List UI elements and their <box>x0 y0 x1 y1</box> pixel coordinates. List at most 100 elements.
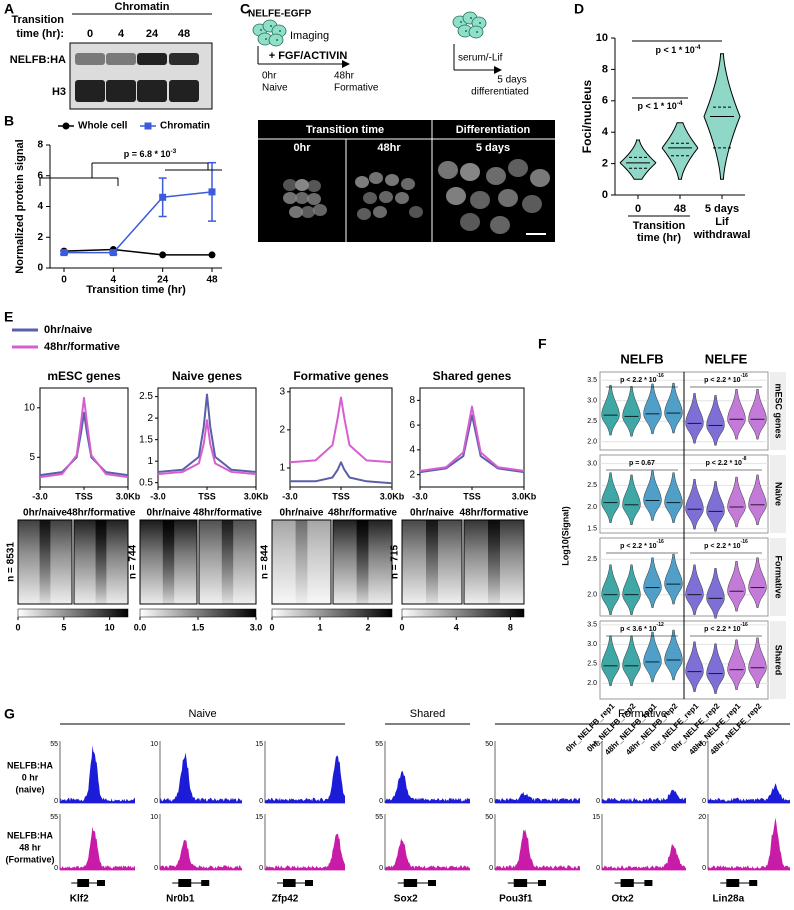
y-tick-label: 3.0 <box>587 461 597 468</box>
profile-line <box>289 396 393 464</box>
p-value-base: p < 3.6 * 10 <box>620 626 656 633</box>
track-scale-max: 15 <box>255 741 263 748</box>
colorbar <box>139 608 257 618</box>
heatmap-center <box>356 520 369 604</box>
y-tick-label: 4 <box>37 201 43 212</box>
x-tick-label: 48 <box>674 203 686 215</box>
strip <box>770 372 786 450</box>
blot-band <box>137 80 167 102</box>
colorbar-tick-label: 1.5 <box>192 622 205 632</box>
track-scale-max: 15 <box>592 814 600 821</box>
lane-label: 0 <box>87 28 93 40</box>
exon <box>428 880 436 886</box>
p-value-exponent: -16 <box>741 373 748 379</box>
heatmap-center <box>39 520 51 604</box>
row-label: mESC genes <box>774 383 784 438</box>
track-scale-max: 20 <box>698 814 706 821</box>
y-tick-label: 8 <box>37 140 43 151</box>
p-value-base: p = 0.67 <box>629 460 655 467</box>
nucleus <box>355 176 369 188</box>
column-header: 5 days <box>476 142 510 154</box>
y-axis-label: Normalized protein signal <box>14 139 26 273</box>
plot-title: Formative genes <box>293 369 389 383</box>
lane-label: 4 <box>118 28 125 40</box>
blot-band <box>169 53 199 65</box>
point <box>159 251 167 259</box>
violin <box>622 386 641 437</box>
gene-name: Lin28a <box>712 894 744 905</box>
y-tick-label: 0 <box>602 189 608 201</box>
colorbar-tick-label: 0 <box>269 622 274 632</box>
nucleus <box>401 178 415 190</box>
lane-label: 48 <box>178 28 190 40</box>
nucleus <box>438 161 458 179</box>
violin <box>622 474 641 526</box>
coverage-track <box>60 826 135 870</box>
plot-title: mESC genes <box>47 369 121 383</box>
exon <box>97 880 105 886</box>
violin <box>643 557 662 608</box>
track-scale-min: 0 <box>596 798 600 805</box>
row-label: 0 hr <box>22 772 39 782</box>
y-tick-label: 2.5 <box>587 482 597 489</box>
panel-label: C <box>240 1 250 17</box>
p-value-exponent: -4 <box>695 44 701 51</box>
group-label: Naive <box>188 708 216 720</box>
point <box>109 249 117 257</box>
heatmap-column-label: 0hr/naive <box>23 508 67 519</box>
profile-line <box>290 461 393 485</box>
track-scale-max: 10 <box>150 814 158 821</box>
x-tick-label: TSS <box>75 491 93 501</box>
label: 0hr <box>262 71 277 82</box>
colorbar <box>17 608 129 618</box>
y-tick-label: 1 <box>279 463 285 474</box>
column-group-label: NELFE <box>705 351 748 366</box>
group-label: withdrawal <box>693 229 751 241</box>
label: differentiated <box>471 87 529 98</box>
nucleus-dot <box>465 30 467 32</box>
group-label: time (hr) <box>637 232 681 244</box>
x-tick-label: 3.0Kb <box>512 491 537 501</box>
p-value-exponent: -16 <box>657 373 664 379</box>
violin <box>706 395 725 446</box>
violin <box>685 564 704 615</box>
plot-title: Naive genes <box>172 369 242 383</box>
violin <box>664 553 683 605</box>
column-header: Transition time <box>306 124 384 136</box>
violin <box>748 389 767 440</box>
nucleus <box>369 172 383 184</box>
y-tick-label: 2.0 <box>587 592 597 599</box>
violin <box>601 472 620 523</box>
y-tick-label: 2.5 <box>139 391 153 402</box>
nucleus <box>283 179 297 191</box>
blot-label: H3 <box>52 86 66 98</box>
label: time (hr): <box>16 28 64 40</box>
y-tick-label: 2 <box>602 158 608 170</box>
track-scale-max: 10 <box>150 741 158 748</box>
y-tick-label: 1.5 <box>587 526 597 533</box>
point <box>60 249 68 257</box>
label: 5 days <box>497 75 526 86</box>
x-tick-label: 0 <box>635 203 641 215</box>
track-scale-min: 0 <box>596 865 600 872</box>
p-value: p < 2.2 * 10-8 <box>706 456 747 467</box>
track-scale-min: 0 <box>154 865 158 872</box>
coverage-track <box>708 817 790 870</box>
gene-name: Klf2 <box>70 894 89 905</box>
nucleus <box>470 191 490 209</box>
coverage-track <box>602 789 686 803</box>
colorbar-tick-label: 0.0 <box>134 622 147 632</box>
nucleus <box>357 208 371 220</box>
profile-line <box>157 393 257 473</box>
y-tick-label: 5 <box>29 452 35 463</box>
nucleus-dot <box>476 31 478 33</box>
label: serum/-Lif <box>458 53 503 64</box>
x-tick-label: 24 <box>157 275 169 286</box>
row-label: NELFB:HA <box>7 830 53 840</box>
y-tick-label: 2 <box>279 425 285 436</box>
blot-band <box>75 80 105 102</box>
legend-marker <box>144 122 152 130</box>
y-tick-label: 1 <box>147 456 153 467</box>
y-tick-label: 2.0 <box>587 504 597 511</box>
